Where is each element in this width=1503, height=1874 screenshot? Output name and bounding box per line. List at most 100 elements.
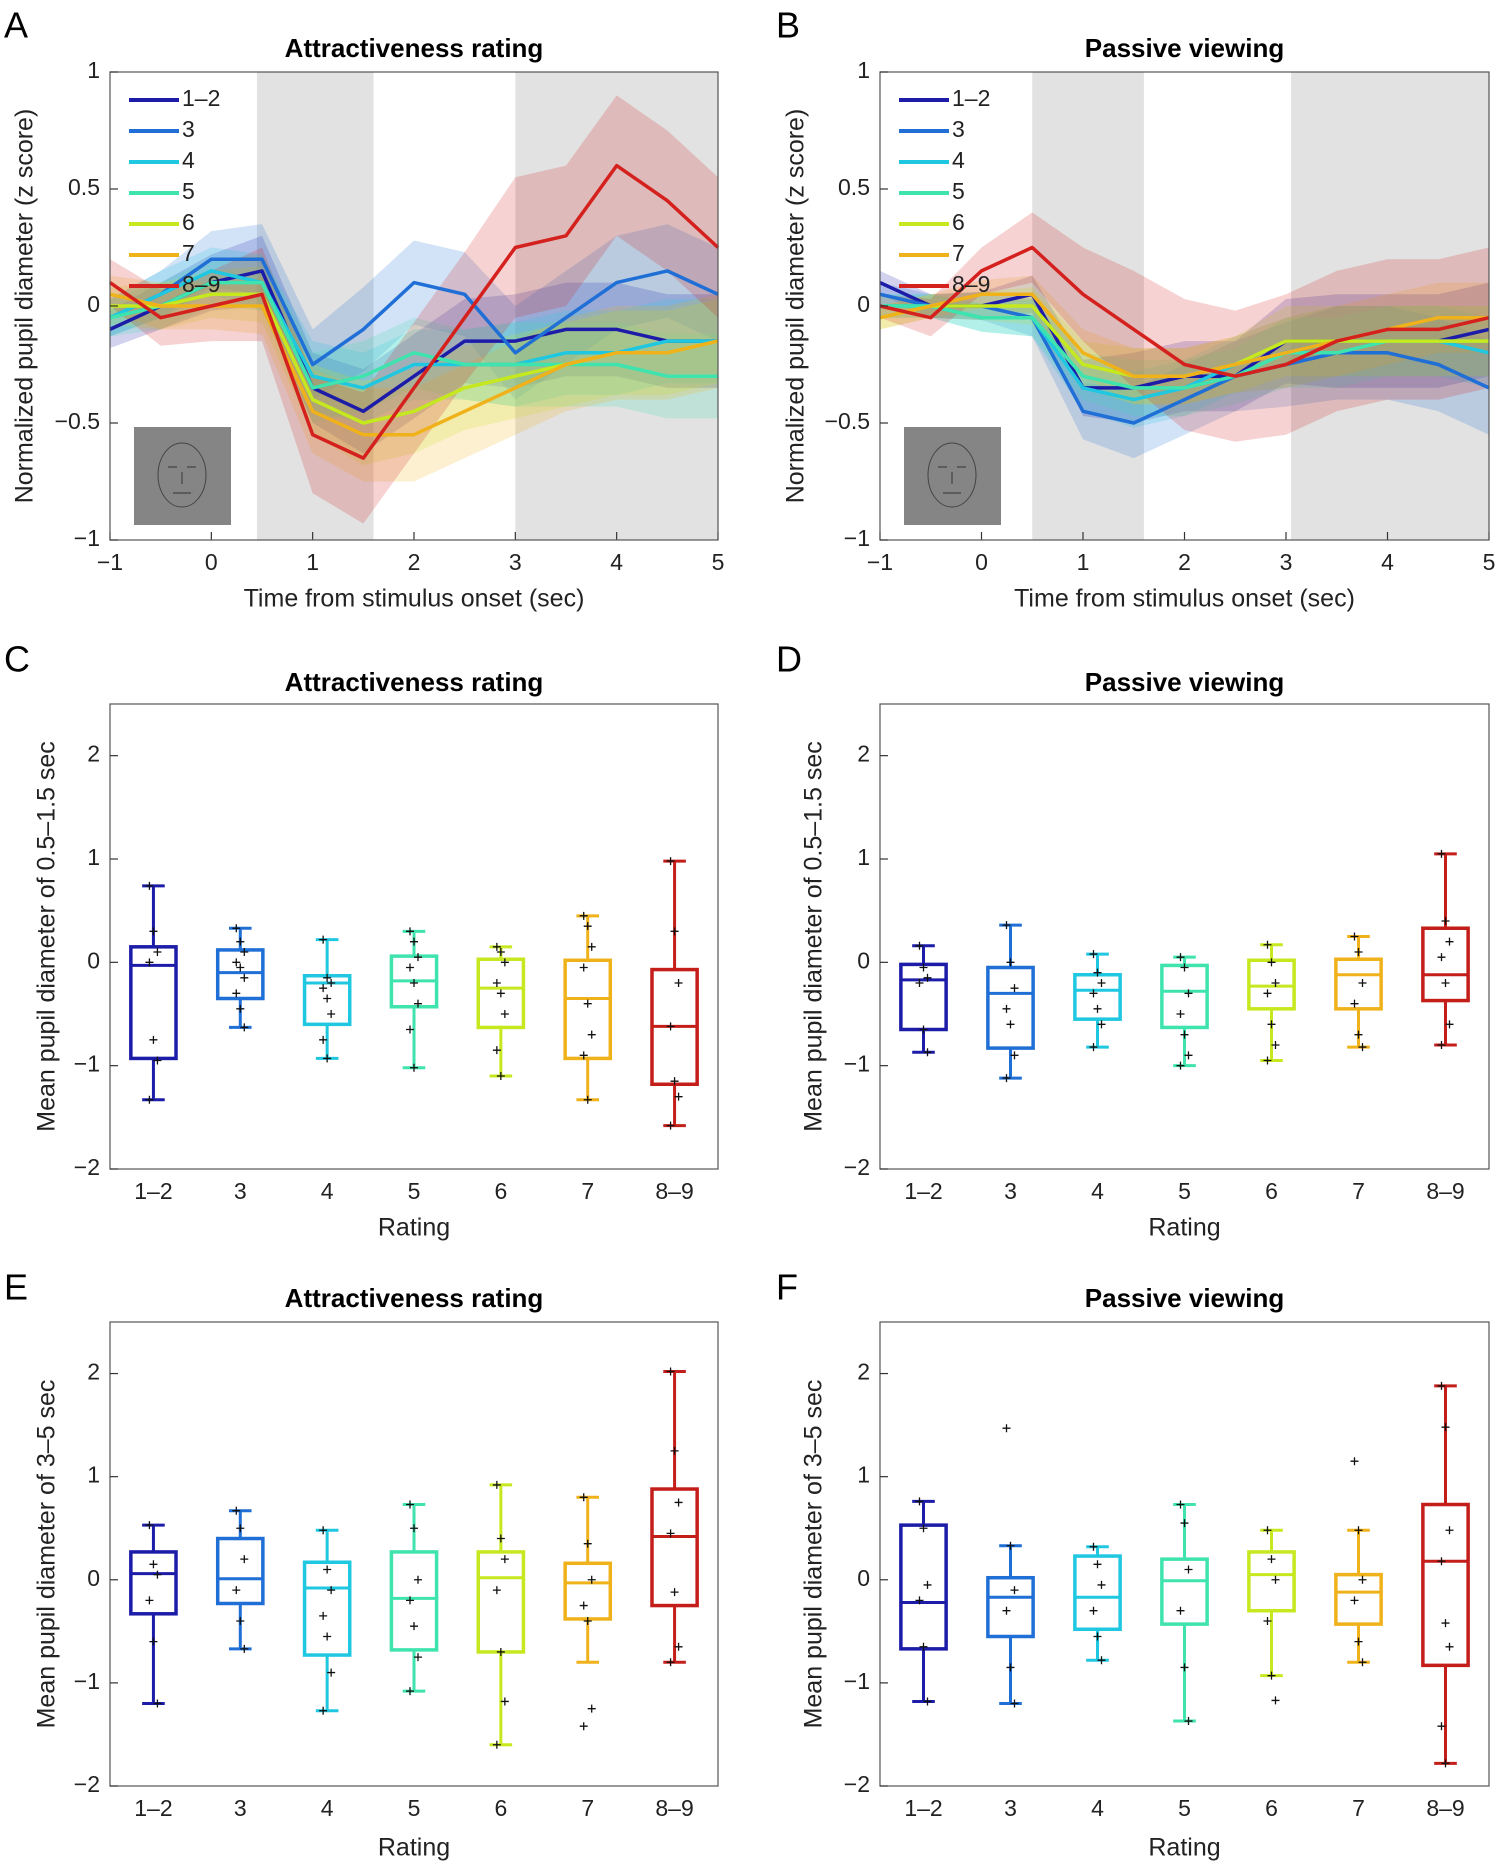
data-point <box>240 1023 249 1032</box>
data-point <box>153 1699 162 1708</box>
data-point <box>1358 979 1367 987</box>
chart-title: Attractiveness rating <box>285 1283 544 1313</box>
y-axis-label: Normalized pupil diameter (z score) <box>11 109 39 504</box>
chart-title: Attractiveness rating <box>285 667 544 697</box>
panel-label: F <box>776 1267 798 1308</box>
data-point <box>500 1555 509 1564</box>
data-point <box>236 937 245 946</box>
y-tick-label: −1 <box>844 1051 870 1077</box>
data-point <box>1441 1423 1450 1432</box>
data-point <box>1441 979 1450 987</box>
data-point <box>323 1632 332 1641</box>
data-point <box>583 999 592 1008</box>
data-point <box>915 941 924 950</box>
data-point <box>579 1601 588 1610</box>
data-point <box>1093 1560 1102 1569</box>
data-point <box>236 1617 245 1626</box>
series-line <box>109 280 718 390</box>
data-point <box>1354 1030 1363 1039</box>
data-point <box>923 1048 932 1057</box>
data-point <box>492 1046 501 1055</box>
box <box>899 1523 948 1651</box>
data-point <box>1267 1555 1276 1564</box>
data-point <box>923 1697 932 1706</box>
data-point <box>496 948 505 956</box>
data-point <box>319 1611 328 1620</box>
data-point <box>145 958 154 967</box>
data-point <box>232 1586 241 1595</box>
data-point <box>1006 1020 1015 1029</box>
series-line <box>109 257 719 367</box>
panel-label: A <box>4 5 28 46</box>
data-point <box>1354 1637 1363 1646</box>
x-tick-label: 3 <box>234 1795 247 1821</box>
data-point <box>232 989 241 998</box>
shaded-interval <box>1291 72 1489 540</box>
data-point <box>1437 1041 1446 1049</box>
y-tick-label: 1 <box>857 57 870 83</box>
data-point <box>1089 1542 1098 1551</box>
x-tick-label: −1 <box>97 549 123 575</box>
x-axis-label: Time from stimulus onset (sec) <box>244 585 585 613</box>
box <box>389 1550 439 1652</box>
data-point <box>1350 999 1359 1008</box>
x-tick-label: 8–9 <box>1426 1795 1464 1821</box>
data-point <box>323 1054 332 1063</box>
x-tick-label: 5 <box>712 549 725 575</box>
data-point <box>236 1524 245 1533</box>
box <box>215 948 265 1001</box>
data-point <box>919 1642 928 1651</box>
data-point <box>327 1668 336 1677</box>
data-point <box>232 924 241 933</box>
data-point <box>1010 1699 1019 1708</box>
panel-label: C <box>4 639 30 680</box>
box <box>1160 963 1209 1030</box>
box <box>1421 926 1470 1003</box>
y-tick-label: −2 <box>74 1154 100 1180</box>
data-point <box>1437 1722 1446 1731</box>
x-tick-label: 7 <box>1352 1795 1365 1821</box>
error-band <box>110 266 718 466</box>
data-point <box>1354 948 1363 956</box>
data-point <box>496 989 505 998</box>
face-outline <box>157 442 207 508</box>
x-tick-label: 3 <box>509 549 522 575</box>
data-point <box>492 1480 501 1489</box>
chart-title: Passive viewing <box>1085 1283 1284 1313</box>
y-tick-label: 2 <box>87 1359 100 1385</box>
x-tick-label: 5 <box>1178 1795 1191 1821</box>
data-point <box>232 958 241 967</box>
y-tick-label: 0.5 <box>838 174 870 200</box>
data-point <box>319 984 328 993</box>
y-tick-label: 1 <box>87 1462 100 1488</box>
data-point <box>153 1570 162 1579</box>
y-tick-label: 0 <box>87 947 100 973</box>
plot-frame <box>109 1321 719 1787</box>
legend-label: 1–2 <box>182 85 220 111</box>
data-point <box>414 999 422 1008</box>
data-point <box>579 963 588 972</box>
data-point <box>410 1524 418 1533</box>
data-point <box>1002 921 1011 930</box>
box <box>1334 1572 1383 1626</box>
box <box>1334 957 1383 1011</box>
y-tick-label: −2 <box>844 1771 870 1797</box>
x-axis-label: Rating <box>378 1834 450 1862</box>
data-point <box>406 963 414 972</box>
data-point <box>492 1740 501 1749</box>
x-tick-label: 6 <box>1265 1178 1278 1204</box>
shaded-interval <box>1032 72 1144 540</box>
y-tick-label: −0.5 <box>55 408 100 434</box>
plot-frame <box>879 1321 1490 1787</box>
chart-title: Passive viewing <box>1085 667 1284 697</box>
data-point <box>153 948 162 956</box>
panel-label: B <box>776 5 800 46</box>
data-point <box>674 1498 683 1507</box>
y-tick-label: 2 <box>857 1359 870 1385</box>
data-point <box>583 1617 592 1626</box>
legend-label: 6 <box>182 209 195 235</box>
data-point <box>327 1010 336 1018</box>
data-point <box>496 1534 505 1543</box>
data-point <box>1445 1642 1454 1651</box>
data-point <box>587 942 596 951</box>
